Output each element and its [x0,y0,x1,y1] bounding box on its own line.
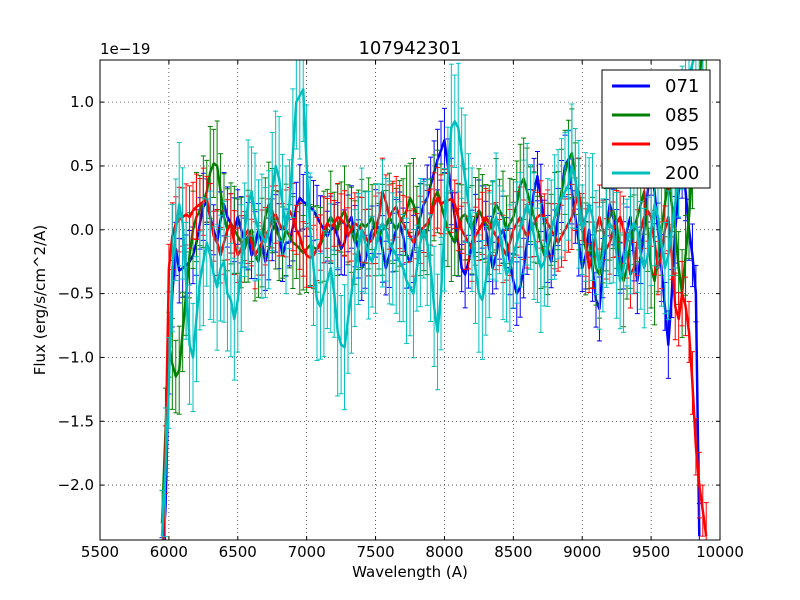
x-tick-label: 6000 [150,543,188,561]
y-tick-label: 1.0 [70,93,94,111]
plot-frame [99,59,721,541]
x-tick-label: 9000 [563,543,601,561]
y-tick-label: −0.5 [58,285,94,303]
legend-label-085: 085 [665,105,699,126]
x-tick-label: 6500 [219,543,257,561]
x-tick-label: 9500 [632,543,670,561]
legend-box [601,69,711,189]
plot-data [159,60,709,540]
y-tick-label: −1.5 [58,412,94,430]
x-tick-label: 8000 [425,543,463,561]
x-tick-label: 8500 [494,543,532,561]
x-tick-label: 7500 [356,543,394,561]
y-tick-label: −2.0 [58,476,94,494]
y-tick-label: 0.5 [70,157,94,175]
x-tick-label: 10000 [696,543,744,561]
legend: 071 085 095 200 [601,69,711,189]
x-axis-label: Wavelength (A) [352,563,468,581]
series-200 [159,60,706,540]
legend-label-200: 200 [665,163,699,184]
x-tick-label: 7000 [288,543,326,561]
legend-label-071: 071 [665,76,699,97]
x-tick-label: 5500 [81,543,119,561]
y-scale-offset-label: 1e−19 [100,40,150,58]
y-axis-label: Flux (erg/s/cm^2/A) [31,225,49,376]
axis-ticks: 5500 6000 6500 7000 7500 8000 8500 9000 9500 1000… [58,60,744,561]
chart-title: 107942301 [358,38,461,59]
series-line-200 [160,60,695,537]
y-tick-label: 0.0 [70,221,94,239]
series-line-095 [162,190,708,540]
legend-label-095: 095 [665,134,699,155]
y-tick-label: −1.0 [58,348,94,366]
